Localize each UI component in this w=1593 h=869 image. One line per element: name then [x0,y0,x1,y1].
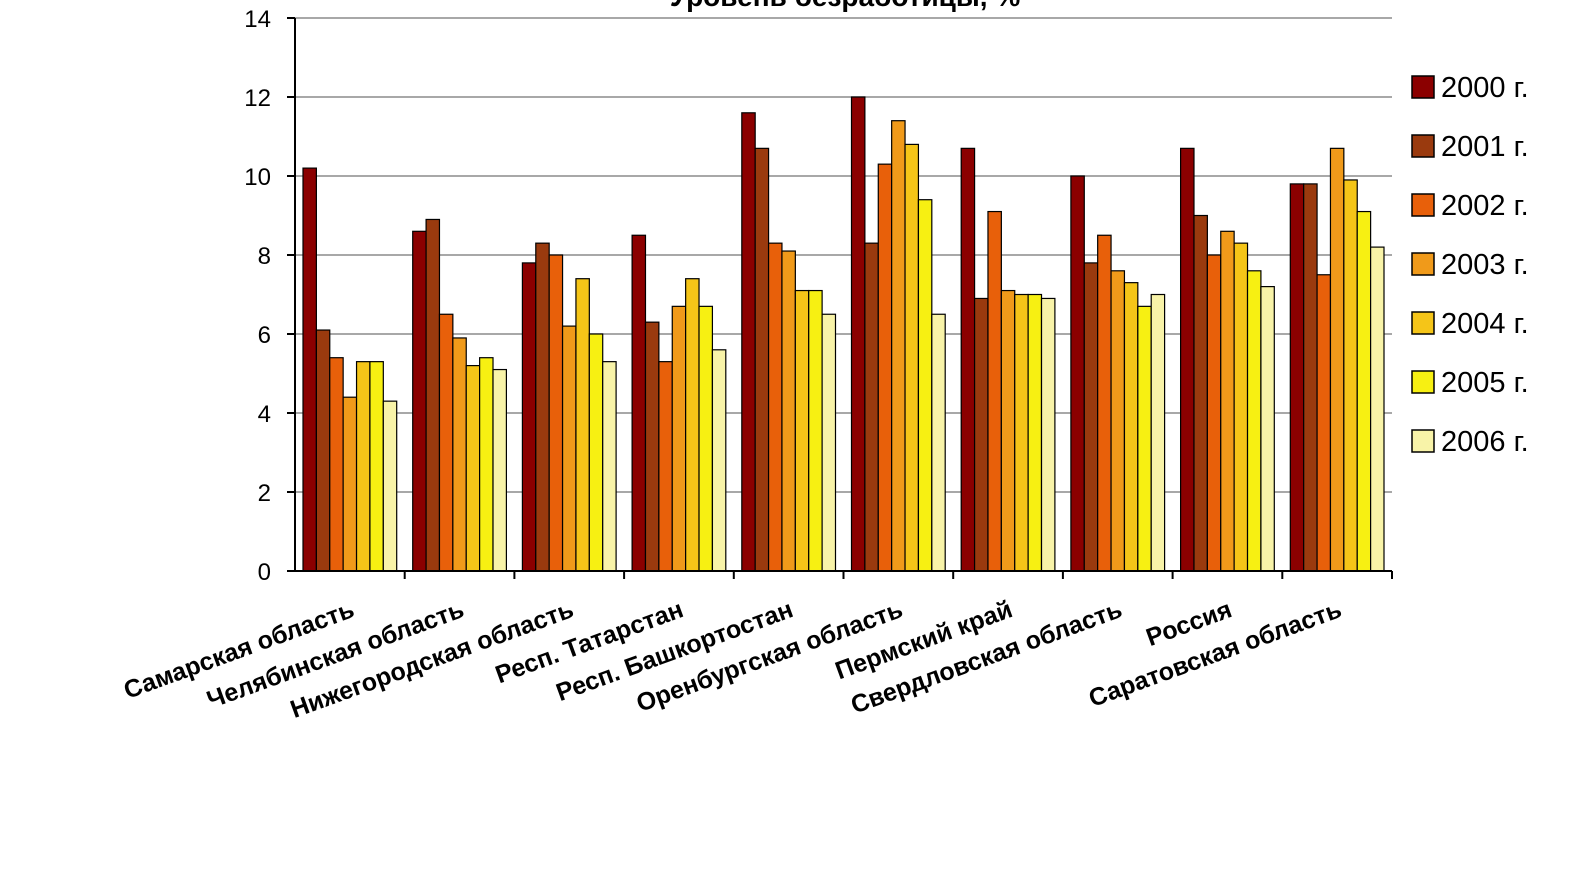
bar [1343,179,1358,572]
bar [1179,147,1195,572]
y-tick-label: 8 [258,243,271,270]
y-tick-label: 4 [258,401,271,428]
y-tick-label: 0 [258,559,271,586]
bar [1027,293,1043,572]
legend-swatch [1411,134,1435,158]
bar [315,329,331,572]
bar [808,289,823,572]
bar [850,96,866,572]
bar [644,321,660,572]
y-tick-label: 12 [244,85,271,112]
bar [904,143,920,572]
bar [575,278,590,572]
bar [1260,286,1275,572]
bar [658,361,673,572]
bar [438,313,454,572]
legend-swatch [1411,429,1435,453]
bar [877,163,893,572]
legend-label: 2002 г. [1441,190,1529,222]
bar [671,305,687,572]
legend-label: 2003 г. [1441,249,1529,281]
bar [588,333,604,572]
bar [754,147,770,572]
bar [1000,289,1016,572]
bar [1246,270,1262,572]
y-tick-label: 6 [258,322,271,349]
bar [1370,246,1385,572]
bar [425,218,441,572]
bar [1040,297,1056,572]
bar [465,365,481,572]
bar [960,147,976,572]
bar [1014,293,1029,572]
legend-label: 2005 г. [1441,367,1529,399]
bar [767,242,783,572]
bar [1329,147,1345,572]
bar [864,242,879,572]
bar [521,262,537,572]
bars [302,96,1393,579]
bar [1070,175,1085,572]
bar [741,112,756,572]
bar [382,400,398,572]
bar [891,120,906,572]
legend-swatch [1411,370,1435,394]
axes [294,18,1392,572]
bar [1150,293,1166,572]
bar [302,167,317,572]
bar [1097,234,1112,572]
bar [631,234,647,572]
bar [535,242,550,572]
bar [987,210,1002,572]
legend-label: 2006 г. [1441,426,1529,458]
bar [821,313,837,572]
bar [1316,274,1332,572]
bar [711,349,727,572]
bar [492,368,507,572]
bar [1289,183,1305,572]
bar [685,278,700,572]
y-tick-label: 14 [244,6,271,33]
bar [1110,270,1126,572]
legend-label: 2004 г. [1441,308,1529,340]
bar [329,357,344,572]
legend-label: 2000 г. [1441,72,1529,104]
bar [781,250,796,572]
bar [1356,210,1372,572]
bar [452,337,467,572]
bar [1233,242,1249,572]
legend-label: 2001 г. [1441,131,1529,163]
bar [917,199,933,572]
bar [548,254,564,572]
bar [794,289,810,572]
bar [1206,254,1222,572]
y-tick-label: 10 [244,164,271,191]
y-tick-label: 2 [258,480,271,507]
legend-swatch [1411,75,1435,99]
chart-title: Уровень безработицы, % [670,0,1021,12]
bar [1220,230,1235,572]
bar [602,361,617,572]
bar [1137,305,1152,572]
bar [1083,262,1099,572]
bar [931,313,946,572]
bar [1123,282,1139,572]
legend-swatch [1411,193,1435,217]
bar [355,361,371,572]
bar [412,230,427,572]
bar [1193,214,1208,572]
bar [479,357,494,572]
legend: 2000 г. 2001 г. 2002 г. 2003 г. 2004 г. 2005 … [1411,72,1529,458]
bar [698,305,714,572]
y-tick-labels: 0 2 4 6 8 10 12 14 [244,6,295,586]
legend-swatch [1411,311,1435,335]
bar [561,325,577,572]
legend-swatch [1411,252,1435,276]
bar [1303,183,1318,572]
bar [369,361,384,572]
bar [973,297,989,572]
bar [342,396,358,572]
